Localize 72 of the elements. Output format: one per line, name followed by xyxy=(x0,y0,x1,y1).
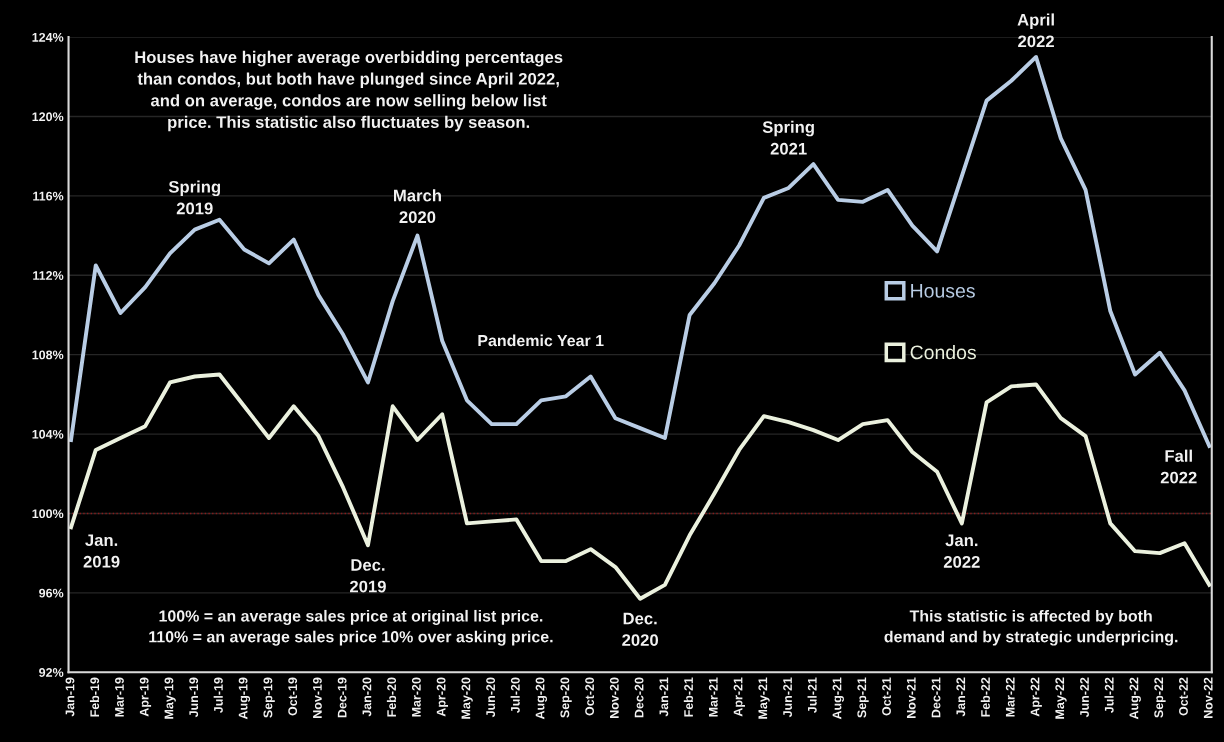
x-tick-label: Oct-19 xyxy=(288,677,298,716)
x-tick-label: May-20 xyxy=(461,677,473,719)
x-tick-label: Oct-22 xyxy=(1179,677,1188,716)
x-tick-label: Mar-19 xyxy=(115,677,124,717)
x-tick-label: Feb-21 xyxy=(683,677,693,717)
legend-label: Condos xyxy=(910,344,976,360)
x-tick-label: Aug-20 xyxy=(535,677,547,720)
x-tick-label: Apr-21 xyxy=(733,677,745,717)
annotation: March 2020 xyxy=(394,189,441,224)
x-tick-label: Dec-21 xyxy=(931,677,941,718)
x-tick-label: Jun-22 xyxy=(1080,677,1089,718)
x-tick-label: Feb-20 xyxy=(386,677,397,717)
line-series xyxy=(69,372,1212,601)
x-tick-label: Sep-19 xyxy=(263,677,275,718)
x-tick-label: Jun-20 xyxy=(486,677,496,718)
annotation: This statistic is affected by both demand and by strategic underpricing. xyxy=(884,609,1178,646)
annotation: 100% = an average sales price at original list price. 110% = an average sales price 10% over asking price. xyxy=(149,609,553,646)
y-tick-label: 116% xyxy=(33,191,64,201)
x-tick-label: Mar-20 xyxy=(411,677,421,717)
x-tick-label: Mar-22 xyxy=(1005,677,1015,717)
x-tick-label: Jan-22 xyxy=(956,677,966,717)
x-tick-label: Sep-21 xyxy=(857,677,869,718)
x-tick-label: Dec-19 xyxy=(337,677,347,718)
x-tick-label: Nov-21 xyxy=(906,677,916,718)
x-tick-label: Nov-20 xyxy=(609,677,619,718)
x-tick-label: Apr-20 xyxy=(436,677,449,717)
annotation: Jan. 2019 xyxy=(83,534,120,568)
annotation: April 2022 xyxy=(1017,13,1054,48)
text: Houses have higher average overbidding percentages than condos, but both have plunged since April 2022, and on average, condos are now selling below list price. This statistic also fluctuates by season. xyxy=(135,50,563,132)
x-tick-label: Feb-22 xyxy=(980,677,990,717)
x-tick-label: Jan-21 xyxy=(659,677,669,717)
y-tick-label: 108% xyxy=(32,350,64,360)
x-tick-label: Sep-22 xyxy=(1154,677,1166,718)
x-tick-label: Aug-21 xyxy=(832,677,844,720)
annotation: Spring 2019 xyxy=(168,180,221,215)
x-tick-label: Oct-20 xyxy=(585,677,595,716)
x-tick-label: Aug-22 xyxy=(1129,677,1141,720)
x-tick-label: Nov-19 xyxy=(312,677,322,718)
x-tick-label: Jul-19 xyxy=(213,677,223,714)
x-tick-label: Apr-19 xyxy=(139,677,152,717)
x-tick-label: Aug-19 xyxy=(238,677,251,720)
x-tick-label: May-19 xyxy=(164,677,176,719)
x-tick-label: Jun-19 xyxy=(189,677,199,718)
x-tick-label: May-21 xyxy=(758,677,770,719)
y-tick-label: 112% xyxy=(33,271,64,280)
x-tick-label: Mar-21 xyxy=(708,677,718,717)
y-tick-label: 100% xyxy=(32,509,64,519)
y-tick-label: 124% xyxy=(32,32,64,42)
y-tick-label: 104% xyxy=(32,429,64,439)
legend-label: Houses xyxy=(911,284,975,298)
annotation: Spring 2021 xyxy=(762,120,814,155)
annotation: Dec. 2019 xyxy=(350,559,386,593)
x-tick-label: Jul-21 xyxy=(807,677,817,714)
x-tick-label: Jun-21 xyxy=(783,677,792,718)
y-tick-label: 96% xyxy=(39,588,64,598)
x-tick-label: May-22 xyxy=(1055,677,1067,719)
x-tick-label: Sep-20 xyxy=(560,677,572,718)
x-tick-label: Jul-22 xyxy=(1104,677,1114,714)
annotation: Fall 2022 xyxy=(1160,449,1197,484)
annotation: Pandemic Year 1 xyxy=(478,334,604,347)
annotation: Dec. 2020 xyxy=(622,612,659,647)
x-tick-label: Feb-19 xyxy=(89,677,100,717)
x-tick-label: Oct-21 xyxy=(882,677,891,716)
x-tick-label: Dec-20 xyxy=(634,677,644,718)
x-tick-label: Nov-22 xyxy=(1203,677,1213,718)
x-tick-label: Jan-19 xyxy=(65,677,75,717)
x-tick-label: Jan-20 xyxy=(362,677,372,717)
x-tick-label: Jul-20 xyxy=(510,677,520,714)
annotation: Jan. 2022 xyxy=(943,534,980,568)
y-tick-label: 92% xyxy=(39,668,64,677)
y-tick-label: 120% xyxy=(32,112,64,122)
x-tick-label: Apr-22 xyxy=(1030,677,1042,717)
